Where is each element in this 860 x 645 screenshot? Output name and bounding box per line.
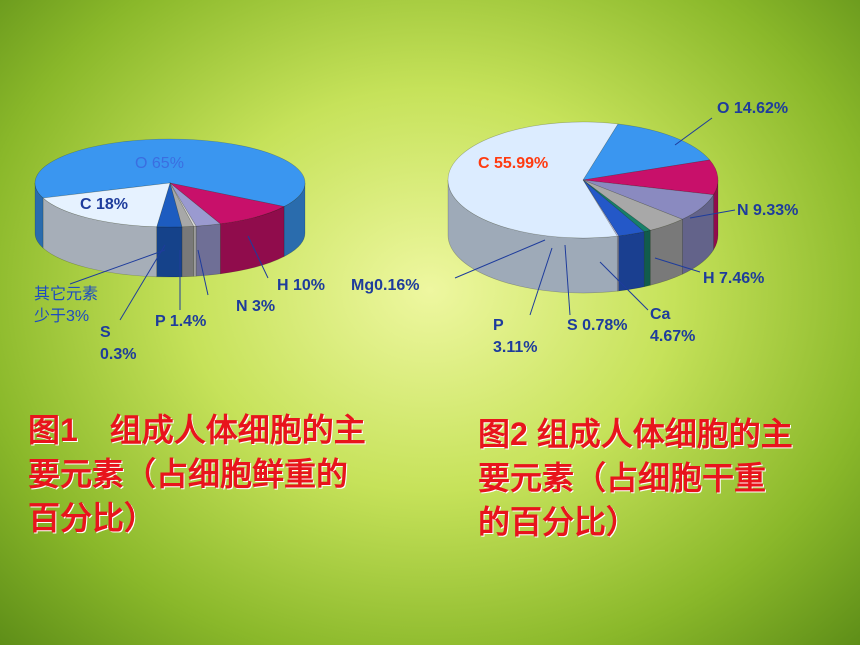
pie-slice: [582, 179, 651, 233]
pie-slice: [156, 181, 183, 228]
caption: 图1 组成人体细胞的主要元素（占细胞鲜重的百分比）: [28, 412, 366, 536]
pie-slice: [34, 138, 306, 207]
leader-line: [454, 239, 546, 279]
pie-slice: [447, 121, 619, 239]
leader-line: [69, 249, 166, 285]
pie-slice: [582, 179, 684, 231]
pie-side: [195, 223, 221, 277]
pie-slice: [582, 123, 711, 181]
pie-slice: [169, 182, 197, 227]
pie-side: [193, 225, 197, 277]
leader-line: [674, 117, 713, 146]
leader-line: [654, 257, 701, 273]
pie-slice: [42, 182, 171, 228]
pie-slice: [582, 179, 715, 220]
data-label: O 65%: [135, 155, 184, 172]
pie-side: [643, 229, 651, 288]
data-label: Mg0.16%: [351, 277, 420, 294]
leader-line: [599, 261, 649, 311]
leader-line: [689, 209, 736, 219]
pie-slice: [169, 182, 195, 228]
pie-slice: [582, 159, 719, 196]
data-label: N 3%: [236, 298, 276, 315]
data-label: N 9.33%: [737, 202, 799, 219]
leader-line: [564, 244, 571, 316]
data-label: P 1.4%: [155, 313, 207, 330]
pie-slice: [169, 182, 222, 227]
data-label: S 0.78%: [567, 317, 628, 334]
leader-line: [529, 247, 553, 316]
data-label: C 18%: [80, 196, 129, 213]
data-label: C 55.99%: [478, 155, 549, 172]
data-label: H 10%: [277, 277, 326, 294]
data-label: Ca 4.67%: [650, 306, 696, 345]
pie-slice: [169, 182, 285, 225]
caption: 图2 组成人体细胞的主要元素（占细胞干重的百分比）: [478, 416, 793, 540]
pie-side: [618, 231, 645, 292]
leader-line: [197, 249, 209, 296]
data-label: S 0.3%: [100, 324, 137, 363]
data-label: P 3.11%: [493, 317, 538, 356]
data-label: H 7.46%: [703, 270, 765, 287]
leader-line: [119, 244, 166, 321]
data-label: O 14.62%: [717, 100, 789, 117]
pie-slice: [582, 179, 645, 237]
data-label: 其它元素少于3%: [34, 286, 99, 325]
leader-line: [247, 235, 269, 279]
pie-slice: [582, 179, 620, 237]
pie-side: [181, 226, 194, 278]
